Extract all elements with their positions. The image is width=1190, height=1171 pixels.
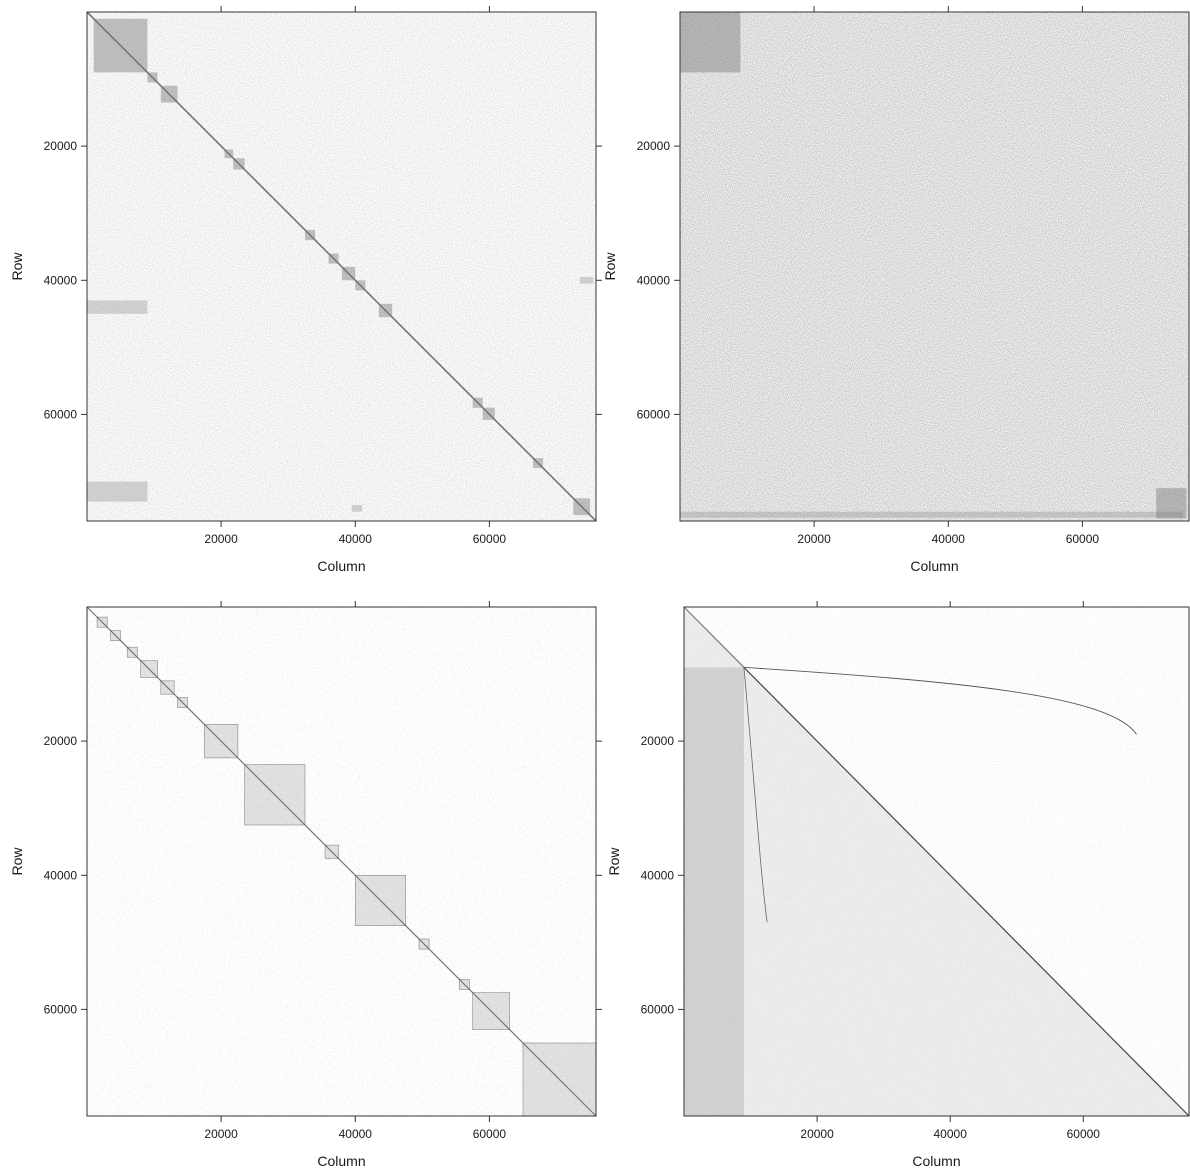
panel-1-diag-block-2 xyxy=(160,85,178,103)
panel-3-y-axis-right xyxy=(596,740,602,1010)
panel-4-x-axis-title: Column xyxy=(912,1153,960,1169)
panel-2-xtick-label-0: 20000 xyxy=(797,532,831,546)
panel-3-diag-block-8 xyxy=(324,844,339,859)
panel-3-diag-block-1 xyxy=(110,630,121,641)
panel-1-diagonal xyxy=(86,11,597,522)
panel-3-diag-block-2 xyxy=(126,646,138,658)
panel-2-offdiag-block-0 xyxy=(680,511,1184,518)
panel-3-xtick-label-1: 40000 xyxy=(339,1127,373,1141)
panel-1-offdiag-block-0 xyxy=(87,300,148,314)
panel-4-offdiag-block-0 xyxy=(684,667,744,1116)
panel-2-plot-area xyxy=(679,11,1190,522)
panel-1-offdiag-block-3 xyxy=(580,276,594,284)
panel-3-x-axis-top xyxy=(220,601,490,607)
panel-1-x-axis-top xyxy=(220,6,490,12)
panel-3-xtick-label-0: 20000 xyxy=(204,1127,238,1141)
panel-3-diagonal xyxy=(86,606,597,1117)
panel-1-diag-block-5 xyxy=(305,230,316,241)
panel-4-upper-curve xyxy=(743,666,1137,735)
panel-1-offdiag-block-2 xyxy=(351,505,362,512)
panel-3-x-axis: 20000 40000 60000 xyxy=(204,1116,506,1141)
panel-3-diag-block-9 xyxy=(354,874,406,926)
panel-3-diag-block-4 xyxy=(160,680,175,695)
panel-1-y-axis: 20000 40000 60000 xyxy=(44,139,87,421)
panel-1-diag-block-12 xyxy=(533,458,544,469)
panel-2-x-axis: 20000 40000 60000 xyxy=(797,521,1099,546)
panel-4-xtick-label-1: 40000 xyxy=(934,1127,968,1141)
panel-3-diag-block-11 xyxy=(458,978,470,990)
panel-2-xtick-label-1: 40000 xyxy=(932,532,966,546)
panel-4-ytick-label-0: 20000 xyxy=(641,734,675,748)
panel-1-diag-block-7 xyxy=(341,266,356,281)
panel-1-xtick-label-0: 20000 xyxy=(204,532,238,546)
panel-1-y-axis-title: Row xyxy=(9,252,25,281)
panel-4-x-axis-top xyxy=(816,601,1084,607)
panel-2: 20000 40000 60000 20000 40000 60000 Column R… xyxy=(602,6,1190,574)
panel-1-ytick-label-2: 60000 xyxy=(44,407,78,421)
panel-3-diag-block-5 xyxy=(177,697,188,708)
panel-3-x-axis-title: Column xyxy=(317,1153,365,1169)
panel-1-x-axis-title: Column xyxy=(317,558,365,574)
panel-4-lower-curve xyxy=(743,667,768,923)
panel-2-x-axis-top xyxy=(813,6,1083,12)
panel-1-diag-block-0 xyxy=(93,18,148,73)
panel-4-x-axis: 20000 40000 60000 xyxy=(800,1116,1100,1141)
panel-3-diag-block-12 xyxy=(472,992,510,1030)
panel-1-diag-block-4 xyxy=(233,158,245,170)
panel-1-diag-block-3 xyxy=(224,149,234,159)
panel-1-diag-block-10 xyxy=(472,397,483,408)
panel-4-ytick-label-2: 60000 xyxy=(641,1002,675,1016)
panel-4-y-axis: 20000 40000 60000 xyxy=(641,734,684,1016)
panel-2-y-axis: 20000 40000 60000 xyxy=(637,139,680,421)
panel-3-diag-block-3 xyxy=(140,660,158,678)
panel-1-y-axis-right xyxy=(596,145,602,415)
panel-1-xtick-label-1: 40000 xyxy=(339,532,373,546)
panel-4-xtick-label-0: 20000 xyxy=(800,1127,834,1141)
panel-4-y-axis-title: Row xyxy=(606,847,622,876)
panel-2-ytick-label-2: 60000 xyxy=(637,407,671,421)
panel-1-diag-block-6 xyxy=(328,253,339,264)
panel-1-diag-block-1 xyxy=(147,72,158,83)
panel-3-diag-block-13 xyxy=(522,1042,597,1117)
panel-4-ytick-label-1: 40000 xyxy=(641,868,675,882)
panel-1-diag-block-13 xyxy=(573,498,591,516)
panel-1-diag-block-11 xyxy=(482,407,495,420)
panel-3-diag-block-0 xyxy=(96,616,108,628)
panel-3: 20000 40000 60000 20000 40000 60000 Column R… xyxy=(9,601,602,1169)
panel-1-ytick-label-0: 20000 xyxy=(44,139,78,153)
panel-3-diag-block-10 xyxy=(418,938,430,950)
panel-4-band-edge xyxy=(743,667,1190,1117)
panel-2-diag-block-1 xyxy=(1156,488,1187,519)
panel-2-ytick-label-1: 40000 xyxy=(637,273,671,287)
panel-3-diag-block-6 xyxy=(204,724,239,759)
panel-3-plot-area xyxy=(86,606,597,1117)
panel-3-diag-block-7 xyxy=(244,764,306,826)
panel-2-x-axis-title: Column xyxy=(910,558,958,574)
panel-4-xtick-label-2: 60000 xyxy=(1067,1127,1101,1141)
panel-3-ytick-label-1: 40000 xyxy=(44,868,78,882)
panel-3-ytick-label-2: 60000 xyxy=(44,1002,78,1016)
panel-2-ytick-label-0: 20000 xyxy=(637,139,671,153)
panel-3-y-axis-title: Row xyxy=(9,847,25,876)
panel-2-diag-block-0 xyxy=(680,12,741,73)
panel-1-diag-block-9 xyxy=(378,303,393,318)
panel-1-x-axis: 20000 40000 60000 xyxy=(204,521,506,546)
panel-1-ytick-label-1: 40000 xyxy=(44,273,78,287)
panel-1-xtick-label-2: 60000 xyxy=(473,532,507,546)
panel-1-diag-block-8 xyxy=(355,280,366,291)
panel-1-plot-area xyxy=(86,11,597,522)
panel-3-y-axis: 20000 40000 60000 xyxy=(44,734,87,1016)
panel-1: 20000 40000 60000 20000 40000 60000 Column R… xyxy=(9,6,602,574)
panel-2-y-axis-title: Row xyxy=(602,252,618,281)
panel-2-xtick-label-2: 60000 xyxy=(1066,532,1100,546)
panel-4: 20000 40000 60000 20000 40000 60000 Column R… xyxy=(606,601,1190,1169)
panel-4-plot-area xyxy=(683,606,1190,1117)
panel-3-xtick-label-2: 60000 xyxy=(473,1127,507,1141)
panel-3-ytick-label-0: 20000 xyxy=(44,734,78,748)
panel-1-offdiag-block-1 xyxy=(87,481,148,502)
